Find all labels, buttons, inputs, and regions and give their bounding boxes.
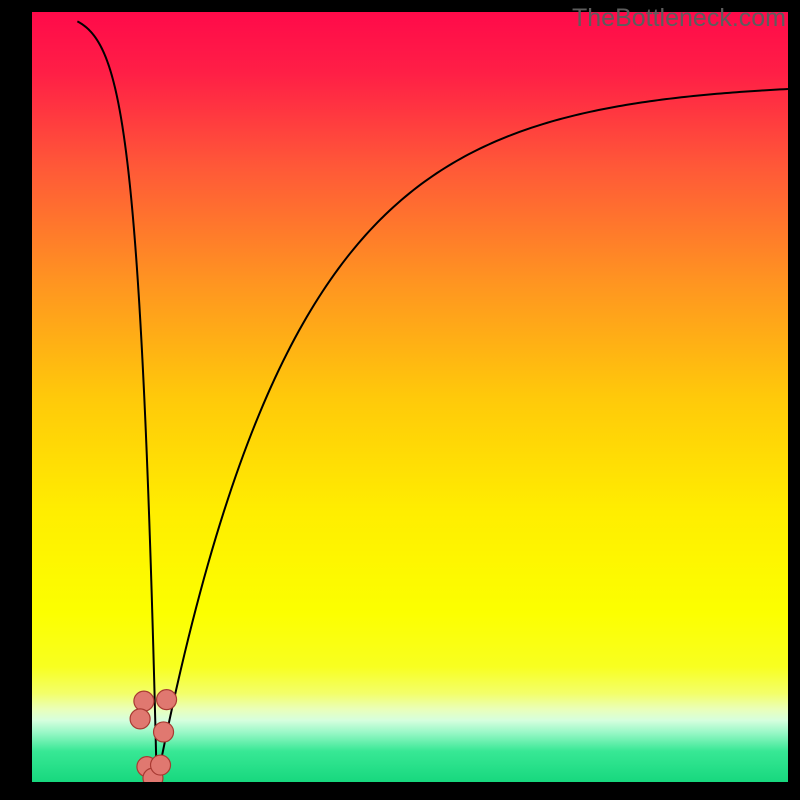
data-marker — [154, 722, 174, 742]
watermark-text: TheBottleneck.com — [572, 4, 786, 33]
data-marker — [157, 690, 177, 710]
bottleneck-curve — [77, 21, 788, 782]
data-marker — [151, 755, 171, 775]
data-marker — [130, 709, 150, 729]
data-marker — [134, 691, 154, 711]
plot-area — [32, 12, 788, 782]
chart-svg — [32, 12, 788, 782]
chart-container: TheBottleneck.com — [0, 0, 800, 800]
